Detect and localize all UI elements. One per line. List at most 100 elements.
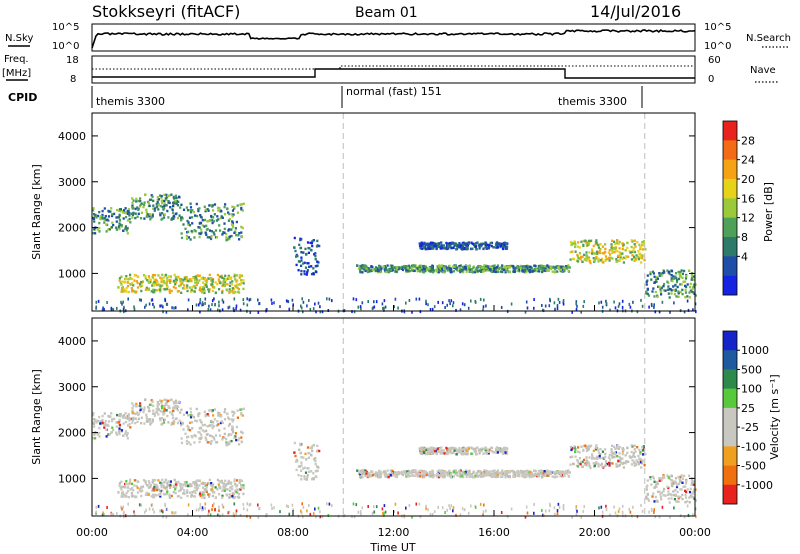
velocity-cell [523, 474, 526, 477]
velocity-cell [203, 494, 206, 497]
power-cell [213, 213, 216, 216]
velocity-cell [144, 482, 147, 485]
velocity-cell [379, 472, 382, 476]
power-cell [479, 266, 482, 270]
velocity-cell [496, 469, 500, 472]
velocity-cell [432, 451, 435, 454]
velocity-cell [450, 504, 453, 508]
power-cell [194, 278, 197, 281]
velocity-cell [439, 474, 442, 478]
velocity-cell [584, 444, 587, 447]
power-cell [198, 226, 201, 229]
power-cell [508, 266, 512, 269]
power-cell [368, 270, 371, 273]
power-cell [374, 267, 377, 271]
power-cell [95, 300, 98, 304]
power-cell [204, 208, 207, 211]
velocity-cell [479, 502, 482, 506]
power-cell [438, 270, 441, 274]
power-cell [645, 290, 648, 293]
velocity-cell [535, 473, 538, 476]
power-cell [438, 269, 441, 272]
velocity-cell [131, 482, 134, 486]
power-cell [563, 269, 566, 272]
power-cell [482, 308, 484, 312]
power-cell [117, 216, 120, 219]
power-cell [376, 267, 379, 271]
power-cell [485, 265, 488, 268]
power-cell [162, 208, 165, 211]
power-cell [447, 242, 450, 246]
power-cell [537, 264, 540, 268]
velocity-cell [167, 421, 170, 424]
velocity-cell [512, 472, 515, 475]
power-cell [642, 248, 645, 251]
velocity-cell [492, 451, 495, 454]
velocity-cell [458, 447, 461, 450]
power-cell [427, 303, 429, 307]
power-cell [504, 271, 507, 274]
power-cell [209, 204, 212, 207]
velocity-cell [190, 493, 193, 497]
velocity-cell [153, 489, 156, 492]
power-cell [304, 266, 308, 269]
velocity-cell [185, 484, 188, 488]
power-cell [168, 288, 171, 291]
power-cell [227, 274, 230, 278]
velocity-cell [443, 470, 446, 473]
velocity-cell [392, 471, 395, 474]
velocity-cell [205, 488, 208, 492]
velocity-cell [532, 473, 535, 476]
power-cell [461, 265, 464, 269]
power-cell [496, 242, 499, 245]
velocity-cell [110, 431, 113, 434]
velocity-cell [131, 417, 134, 420]
power-cell [108, 228, 111, 231]
power-cell [203, 289, 206, 292]
power-cell [221, 233, 224, 236]
velocity-cell [599, 464, 602, 467]
power-cell [234, 230, 237, 233]
velocity-cell [546, 474, 549, 477]
power-cell [156, 201, 159, 204]
power-cell [185, 234, 188, 238]
power-cell [125, 275, 128, 278]
velocity-cell [506, 451, 509, 454]
power-cell [249, 310, 252, 314]
velocity-cell [163, 404, 166, 408]
velocity-cell [221, 513, 224, 517]
velocity-cell [619, 461, 622, 464]
velocity-cell [180, 441, 184, 445]
velocity-cell [128, 419, 131, 422]
velocity-cell [172, 422, 175, 425]
velocity-cell [442, 449, 445, 452]
velocity-cell [300, 461, 303, 464]
power-cell [530, 266, 533, 269]
power-cell [499, 244, 502, 248]
power-cell [612, 247, 615, 250]
power-cell [299, 237, 302, 240]
power-cell [436, 242, 439, 245]
power-cell [162, 216, 166, 219]
power-cell [231, 221, 234, 224]
power-cell [172, 285, 175, 289]
power-cell [165, 310, 168, 314]
power-cell [438, 242, 441, 246]
power-cell [533, 269, 536, 273]
velocity-cell [224, 479, 227, 482]
velocity-cell [239, 513, 242, 517]
velocity-cell [221, 494, 224, 498]
power-cell [443, 267, 446, 270]
power-cell [161, 201, 164, 205]
velocity-cell [636, 515, 639, 519]
velocity-cell [591, 455, 594, 458]
power-cell [675, 295, 678, 298]
velocity-cell [663, 487, 666, 491]
power-cell [211, 289, 214, 293]
power-cell [445, 241, 448, 245]
power-cell [207, 308, 210, 311]
power-cell [378, 264, 381, 268]
power-cell [181, 282, 184, 285]
power-cell [128, 214, 131, 217]
velocity-cell [193, 441, 196, 444]
